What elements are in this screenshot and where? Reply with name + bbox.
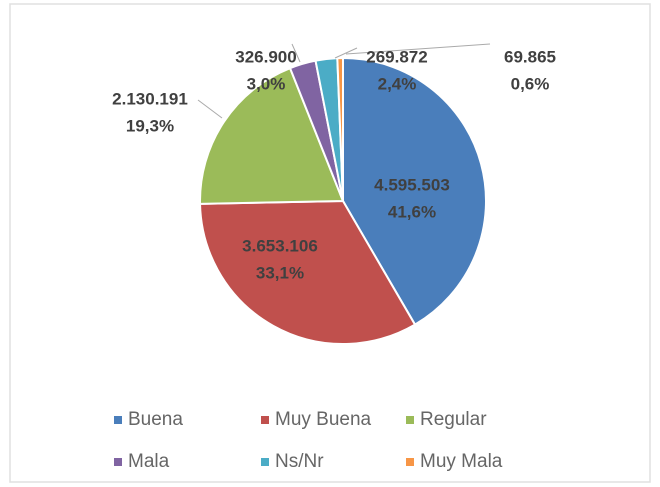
legend-label: Regular: [420, 409, 487, 430]
legend-marker: [406, 416, 414, 424]
percent-label: 41,6%: [388, 202, 436, 221]
legend-label: Muy Buena: [275, 409, 372, 430]
data-label: 69.865: [504, 47, 556, 66]
legend-label: Muy Mala: [420, 451, 503, 472]
data-label: 269.872: [366, 47, 427, 66]
legend-label: Mala: [128, 451, 170, 472]
legend-label: Ns/Nr: [275, 451, 324, 472]
legend-marker: [114, 416, 122, 424]
pie-slice: [336, 56, 344, 202]
legend-marker: [114, 458, 122, 466]
data-label: 3.653.106: [242, 236, 318, 255]
leader-line: [345, 43, 491, 55]
pie-slice: [199, 199, 417, 345]
leader-line: [334, 47, 358, 59]
legend-label: Buena: [128, 409, 183, 430]
data-label: 4.595.503: [374, 175, 450, 194]
percent-label: 3,0%: [247, 74, 286, 93]
legend-marker: [261, 458, 269, 466]
data-label: 326.900: [235, 47, 296, 66]
leader-line: [197, 99, 223, 119]
pie-slice: [342, 56, 487, 326]
percent-label: 0,6%: [511, 74, 550, 93]
legend-marker: [406, 458, 414, 466]
pie-slice: [199, 66, 345, 205]
data-label: 2.130.191: [112, 89, 188, 108]
leader-line: [291, 43, 301, 63]
legend-marker: [261, 416, 269, 424]
percent-label: 33,1%: [256, 263, 304, 282]
percent-label: 19,3%: [126, 116, 174, 135]
percent-label: 2,4%: [378, 74, 417, 93]
